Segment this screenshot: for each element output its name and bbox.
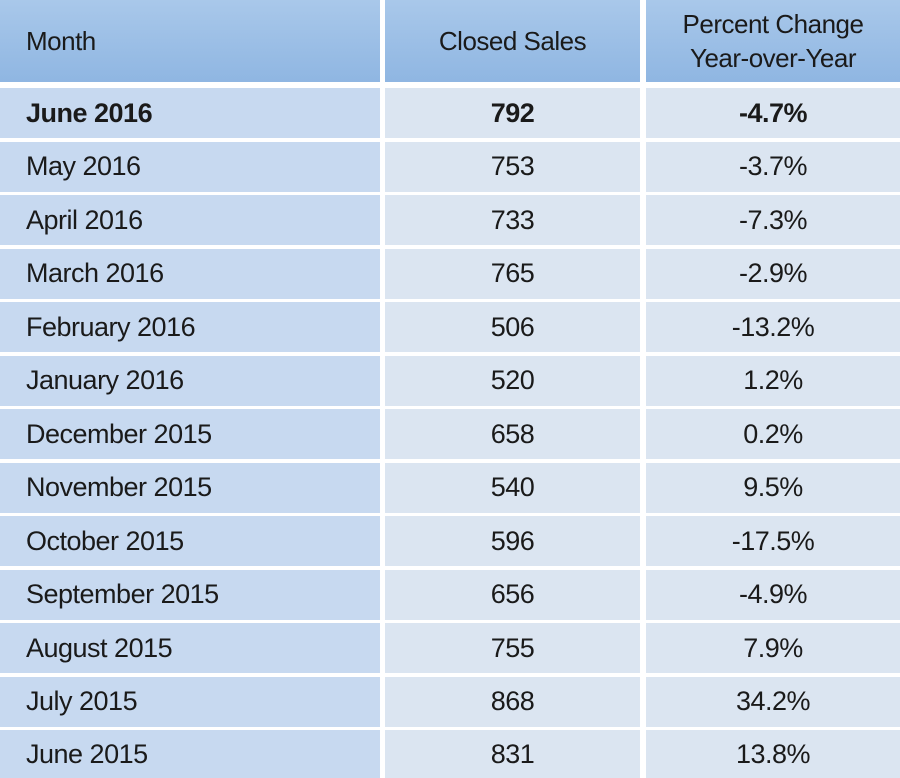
cell-text: February 2016: [26, 311, 196, 342]
table-cell: July 2015: [0, 676, 380, 727]
table-cell: June 2016: [0, 88, 380, 138]
table-cell: 753: [385, 141, 640, 192]
cell-text: May 2016: [26, 151, 141, 181]
cell-text: 0.2%: [743, 418, 803, 449]
header-cell: Month: [0, 0, 380, 82]
table-cell: 506: [385, 302, 640, 352]
table-cell: -13.2%: [646, 302, 900, 352]
cell-text: December 2015: [26, 418, 212, 449]
cell-text: March 2016: [26, 258, 164, 288]
table-cell: 596: [385, 516, 640, 566]
table-cell: May 2016: [0, 141, 380, 192]
cell-text: -3.7%: [738, 151, 808, 181]
cell-text: 7.9%: [743, 632, 803, 663]
table-cell: December 2015: [0, 409, 380, 459]
cell-text: 520: [490, 365, 535, 395]
cell-text: July 2015: [26, 686, 138, 716]
table-cell: 656: [385, 569, 640, 620]
table-cell: 765: [385, 248, 640, 299]
cell-text: 34.2%: [735, 686, 811, 716]
cell-text: 656: [490, 579, 535, 609]
table-cell: January 2016: [0, 355, 380, 406]
table-cell: March 2016: [0, 248, 380, 299]
cell-text: 831: [490, 738, 535, 769]
cell-text: 1.2%: [743, 365, 803, 395]
table-cell: 868: [385, 676, 640, 727]
cell-text: Closed Sales: [438, 26, 587, 56]
table-cell: 520: [385, 355, 640, 406]
cell-text: 765: [490, 258, 535, 288]
table-cell: -7.3%: [646, 195, 900, 245]
cell-text: -17.5%: [731, 525, 815, 556]
cell-text: June 2016: [26, 97, 153, 128]
table-cell: -2.9%: [646, 248, 900, 299]
cell-text: January 2016: [26, 365, 184, 395]
cell-text: -7.3%: [738, 204, 808, 235]
cell-text: 658: [490, 418, 535, 449]
cell-text: 733: [490, 204, 535, 235]
header-cell: Percent Change Year-over-Year: [646, 0, 900, 82]
cell-text: Percent Change Year-over-Year: [682, 9, 864, 73]
cell-text: 868: [490, 686, 535, 716]
cell-text: 9.5%: [743, 472, 803, 502]
table-cell: October 2015: [0, 516, 380, 566]
cell-text: 755: [490, 632, 535, 663]
cell-text: August 2015: [26, 632, 173, 663]
header-cell: Closed Sales: [385, 0, 640, 82]
table-cell: 7.9%: [646, 623, 900, 673]
table-cell: September 2015: [0, 569, 380, 620]
cell-text: 792: [490, 97, 535, 128]
cell-text: 753: [490, 151, 535, 181]
table-cell: April 2016: [0, 195, 380, 245]
table-cell: 34.2%: [646, 676, 900, 727]
table-cell: 831: [385, 730, 640, 778]
table-cell: 733: [385, 195, 640, 245]
table-cell: February 2016: [0, 302, 380, 352]
cell-text: -4.9%: [738, 579, 808, 609]
table-cell: 755: [385, 623, 640, 673]
table-cell: -4.9%: [646, 569, 900, 620]
cell-text: September 2015: [26, 579, 219, 609]
cell-text: 540: [490, 472, 535, 502]
cell-text: 506: [490, 311, 535, 342]
table-cell: 9.5%: [646, 462, 900, 513]
table-cell: 792: [385, 88, 640, 138]
table-cell: 1.2%: [646, 355, 900, 406]
table-cell: 658: [385, 409, 640, 459]
cell-text: -4.7%: [738, 97, 808, 128]
cell-text: June 2015: [26, 738, 148, 769]
table-cell: November 2015: [0, 462, 380, 513]
cell-text: Month: [26, 26, 96, 56]
table-cell: 13.8%: [646, 730, 900, 778]
table-cell: June 2015: [0, 730, 380, 778]
cell-text: 596: [490, 525, 535, 556]
cell-text: November 2015: [26, 472, 212, 502]
table-cell: -3.7%: [646, 141, 900, 192]
cell-text: October 2015: [26, 525, 184, 556]
table-cell: August 2015: [0, 623, 380, 673]
cell-text: -2.9%: [738, 258, 808, 288]
cell-text: -13.2%: [731, 311, 815, 342]
table-cell: -17.5%: [646, 516, 900, 566]
table-cell: 540: [385, 462, 640, 513]
table-cell: -4.7%: [646, 88, 900, 138]
cell-text: April 2016: [26, 204, 143, 235]
cell-text: 13.8%: [735, 738, 811, 769]
table-cell: 0.2%: [646, 409, 900, 459]
